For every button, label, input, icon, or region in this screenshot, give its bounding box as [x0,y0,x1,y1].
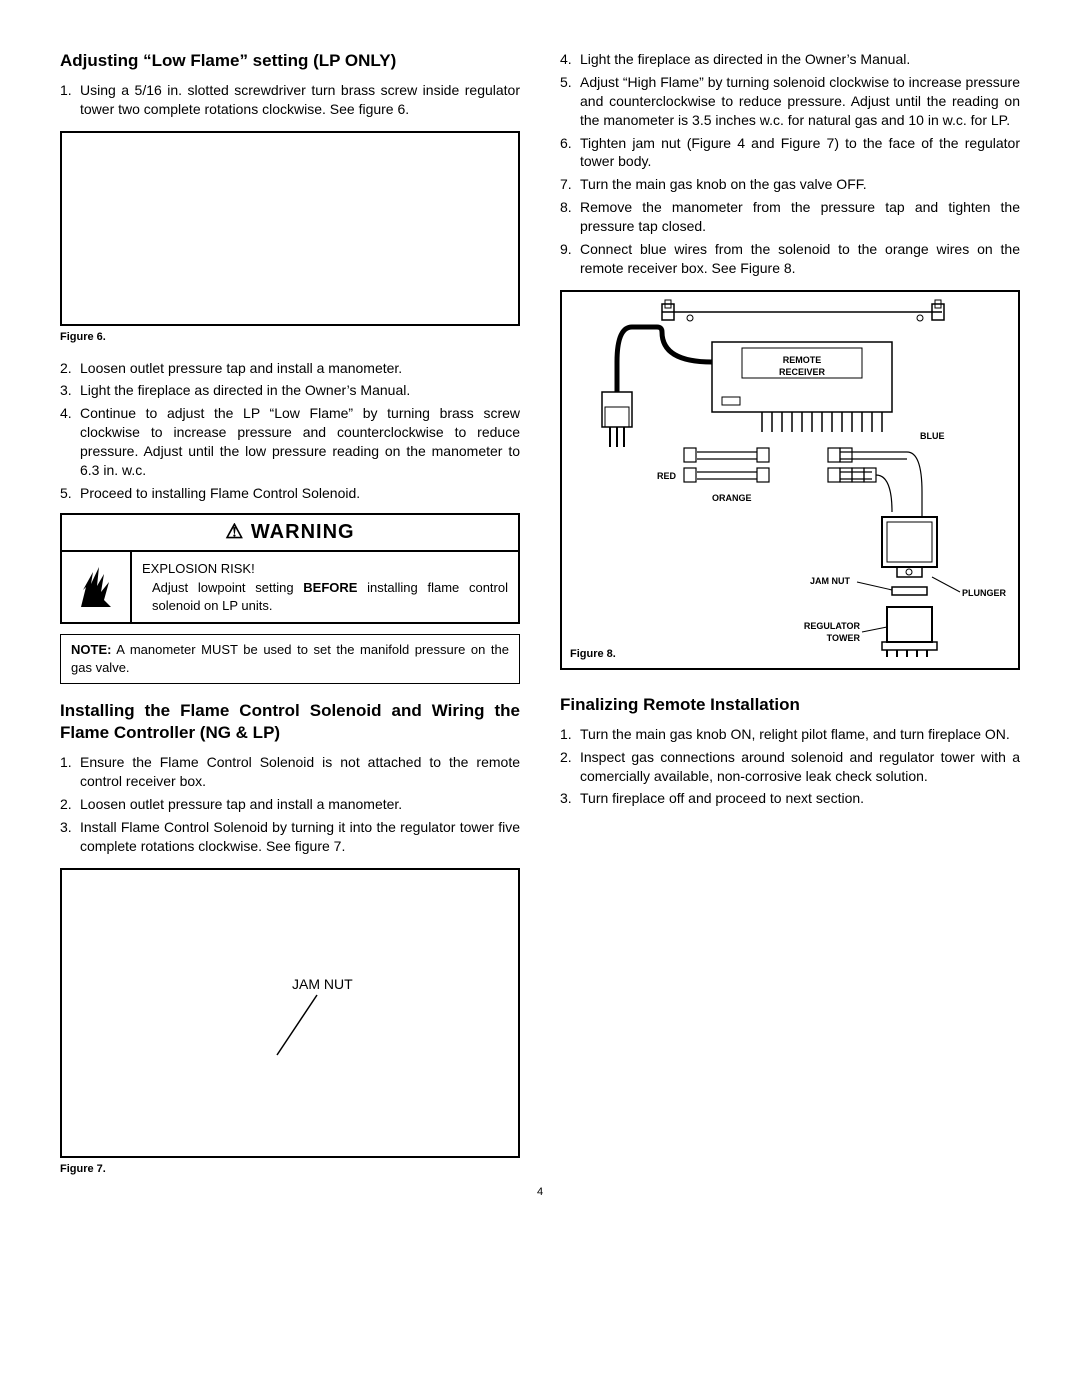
list-text: Turn the main gas knob on the gas valve … [580,175,1020,194]
list-text: Loosen outlet pressure tap and install a… [80,359,520,378]
figure-8-box: REMOTE RECEIVER BLUE RED ORANGE JAM NUT … [560,290,1020,670]
note-label: NOTE: [71,642,111,657]
list-num: 8. [560,198,580,236]
list-num: 3. [560,789,580,808]
list-num: 2. [560,748,580,786]
figure-7-caption: Figure 7. [60,1162,520,1177]
list-text: Light the fireplace as directed in the O… [80,381,520,400]
list-text: Install Flame Control Solenoid by turnin… [80,818,520,856]
fig8-reg-label-1: REGULATOR [804,621,860,631]
list-text: Light the fireplace as directed in the O… [580,50,1020,69]
page-number: 4 [60,1185,1020,1200]
figure-8-caption: Figure 8. [570,647,616,662]
list-num: 3. [60,381,80,400]
fig8-reg-label-2: TOWER [827,633,860,643]
list-install: 1. Ensure the Flame Control Solenoid is … [60,753,520,855]
list-text: Loosen outlet pressure tap and install a… [80,795,520,814]
figure-6-caption: Figure 6. [60,330,520,345]
heading-finalizing: Finalizing Remote Installation [560,694,1020,717]
list-num: 1. [60,753,80,791]
note-box: NOTE: A manometer MUST be used to set th… [60,634,520,683]
list-text: Connect blue wires from the solenoid to … [580,240,1020,278]
warning-risk: EXPLOSION RISK! [142,560,508,578]
list-text: Tighten jam nut (Figure 4 and Figure 7) … [580,134,1020,172]
list-num: 9. [560,240,580,278]
list-finalizing: 1. Turn the main gas knob ON, relight pi… [560,725,1020,809]
explosion-icon [62,552,132,622]
warning-header: ⚠ WARNING [62,515,518,552]
list-num: 2. [60,359,80,378]
figure-6-box [60,131,520,326]
heading-low-flame: Adjusting “Low Flame” setting (LP ONLY) [60,50,520,73]
warning-triangle-icon: ⚠ [225,521,244,543]
fig8-red-label: RED [657,470,676,482]
list-num: 5. [560,73,580,130]
warning-box: ⚠ WARNING EXPLOSION RISK! Adjust lowpoin… [60,513,520,625]
right-column: 4. Light the fireplace as directed in th… [560,50,1020,1177]
list-text: Inspect gas connections around solenoid … [580,748,1020,786]
list-num: 3. [60,818,80,856]
fig8-orange-label: ORANGE [712,492,752,504]
fig8-remote-label-1: REMOTE [783,355,822,365]
list-text: Ensure the Flame Control Solenoid is not… [80,753,520,791]
warning-title: WARNING [251,521,355,543]
list-lowflame-1: 1. Using a 5/16 in. slotted screwdriver … [60,81,520,119]
fig8-plunger-label: PLUNGER [962,587,1006,599]
fig8-diagram [562,292,1022,672]
list-num: 1. [560,725,580,744]
list-text: Continue to adjust the LP “Low Flame” by… [80,404,520,480]
fig7-line [62,870,518,1156]
left-column: Adjusting “Low Flame” setting (LP ONLY) … [60,50,520,1177]
list-num: 4. [560,50,580,69]
fig8-blue-label: BLUE [920,430,945,442]
list-text: Remove the manometer from the pressure t… [580,198,1020,236]
note-body: A manometer MUST be used to set the mani… [71,642,509,675]
list-num: 2. [60,795,80,814]
list-num: 5. [60,484,80,503]
list-install-cont: 4. Light the fireplace as directed in th… [560,50,1020,278]
list-text: Turn fireplace off and proceed to next s… [580,789,1020,808]
list-num: 1. [60,81,80,119]
fig8-jamnut-label: JAM NUT [810,575,850,587]
list-text: Adjust “High Flame” by turning solenoid … [580,73,1020,130]
list-num: 7. [560,175,580,194]
figure-7-box: JAM NUT [60,868,520,1158]
list-num: 4. [60,404,80,480]
list-lowflame-2: 2. Loosen outlet pressure tap and instal… [60,359,520,503]
list-num: 6. [560,134,580,172]
fig8-remote-label-2: RECEIVER [779,367,825,377]
warning-text: EXPLOSION RISK! Adjust lowpoint setting … [132,552,518,623]
list-text: Proceed to installing Flame Control Sole… [80,484,520,503]
list-text: Turn the main gas knob ON, relight pilot… [580,725,1020,744]
list-text: Using a 5/16 in. slotted screwdriver tur… [80,81,520,119]
heading-install: Installing the Flame Control Solenoid an… [60,700,520,746]
